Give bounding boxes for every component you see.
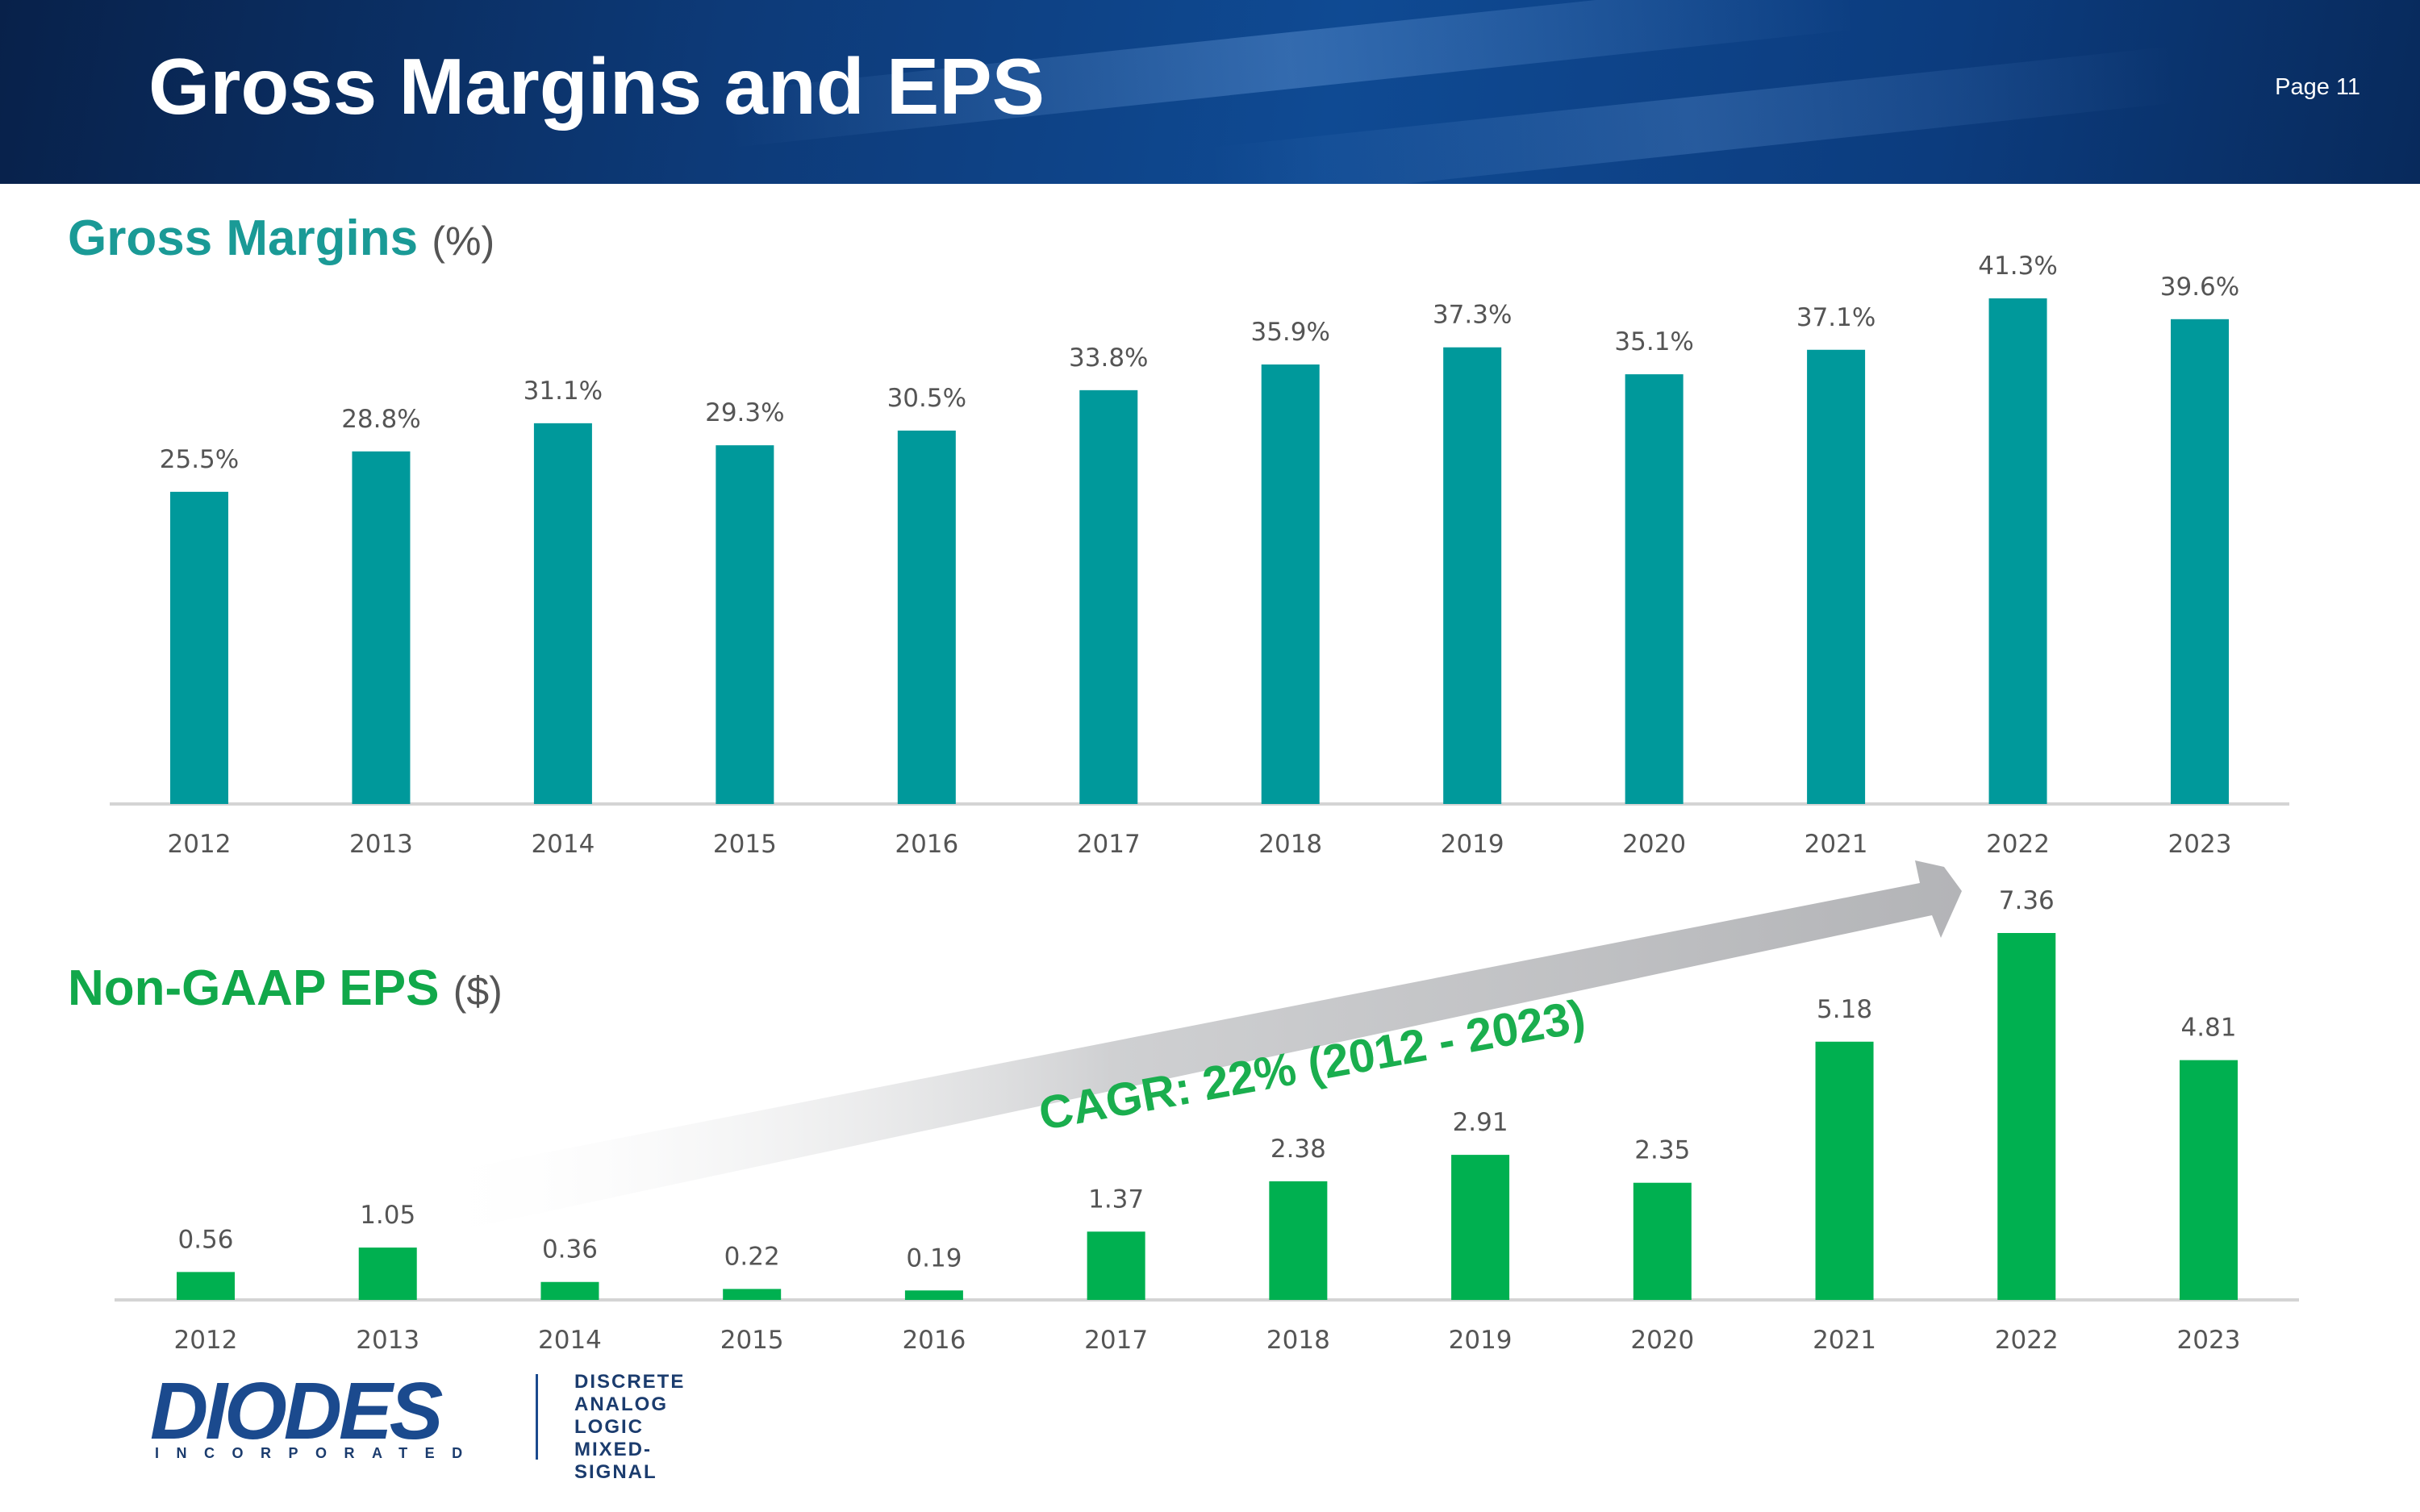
eps-bar-2013 xyxy=(358,1248,417,1300)
eps-bar-2021 xyxy=(1815,1041,1874,1300)
page-number: Page 11 xyxy=(2275,74,2360,100)
gross-margins-unit: (%) xyxy=(432,219,495,264)
gross-margins-bar-2019 xyxy=(1443,347,1502,804)
gross-margins-value-label-2018: 35.9% xyxy=(1250,318,1329,347)
logo-subtitle: INCORPORATED xyxy=(155,1445,480,1461)
eps-value-label-2013: 1.05 xyxy=(360,1201,415,1230)
eps-value-label-2020: 2.35 xyxy=(1634,1136,1690,1165)
gross-margins-value-label-2013: 28.8% xyxy=(341,405,420,434)
gross-margins-value-label-2014: 31.1% xyxy=(524,377,603,406)
page-title: Gross Margins and EPS xyxy=(148,42,1045,131)
eps-value-label-2021: 5.18 xyxy=(1817,995,1872,1024)
gross-margins-bar-2023 xyxy=(2171,319,2229,804)
gross-margins-value-label-2021: 37.1% xyxy=(1796,303,1876,332)
logo-line-mixed-signal: MIXED-SIGNAL xyxy=(574,1439,657,1483)
logo-wordmark: DIODES xyxy=(150,1366,443,1456)
eps-tick-label-2022: 2022 xyxy=(1995,1326,2059,1355)
gross-margins-value-label-2015: 29.3% xyxy=(705,398,784,427)
eps-value-label-2017: 1.37 xyxy=(1088,1185,1144,1214)
gross-margins-tick-label-2020: 2020 xyxy=(1622,830,1686,859)
gross-margins-bar-2012 xyxy=(170,491,228,804)
eps-tick-label-2013: 2013 xyxy=(356,1326,419,1355)
gross-margins-bar-2014 xyxy=(533,423,592,804)
eps-bar-2018 xyxy=(1269,1181,1328,1300)
gross-margins-tick-label-2023: 2023 xyxy=(2168,830,2232,859)
eps-value-label-2022: 7.36 xyxy=(1999,886,2055,915)
gross-margins-tick-label-2019: 2019 xyxy=(1441,830,1504,859)
gross-margins-bar-2017 xyxy=(1079,389,1138,804)
gross-margins-tick-label-2018: 2018 xyxy=(1258,830,1322,859)
eps-value-label-2019: 2.91 xyxy=(1453,1108,1508,1137)
gross-margins-value-label-2023: 39.6% xyxy=(2160,273,2239,302)
gross-margins-value-label-2019: 37.3% xyxy=(1433,301,1512,330)
eps-title: Non-GAAP EPS ($) xyxy=(68,964,503,1014)
logo-line-discrete: DISCRETE xyxy=(574,1371,686,1393)
eps-unit: ($) xyxy=(453,968,503,1014)
gross-margins-bar-2020 xyxy=(1625,374,1684,804)
eps-bar-2014 xyxy=(540,1281,599,1300)
gross-margins-bar-2021 xyxy=(1807,349,1866,805)
gross-margins-tick-label-2016: 2016 xyxy=(895,830,958,859)
gross-margins-value-label-2017: 33.8% xyxy=(1069,344,1148,373)
gross-margins-tick-label-2022: 2022 xyxy=(1986,830,2050,859)
gross-margins-bar-2015 xyxy=(716,445,774,804)
eps-value-label-2014: 0.36 xyxy=(542,1235,598,1264)
eps-tick-label-2012: 2012 xyxy=(174,1326,238,1355)
eps-bar-2012 xyxy=(177,1272,235,1300)
gross-margins-tick-label-2021: 2021 xyxy=(1805,830,1868,859)
eps-title-text: Non-GAAP EPS xyxy=(68,960,440,1016)
eps-tick-label-2016: 2016 xyxy=(902,1326,966,1355)
eps-tick-label-2017: 2017 xyxy=(1084,1326,1148,1355)
eps-tick-label-2019: 2019 xyxy=(1449,1326,1512,1355)
eps-value-label-2023: 4.81 xyxy=(2180,1014,2236,1043)
eps-tick-label-2023: 2023 xyxy=(2177,1326,2241,1355)
gross-margins-tick-label-2015: 2015 xyxy=(713,830,777,859)
gross-margins-value-label-2022: 41.3% xyxy=(1978,252,2057,281)
gross-margins-bar-2016 xyxy=(897,430,956,804)
eps-tick-label-2018: 2018 xyxy=(1266,1326,1330,1355)
eps-value-label-2016: 0.19 xyxy=(906,1243,962,1272)
cagr-arrow: CAGR: 22% (2012 - 2023) xyxy=(419,860,1962,1236)
gross-margins-tick-label-2017: 2017 xyxy=(1077,830,1141,859)
eps-tick-label-2015: 2015 xyxy=(720,1326,784,1355)
eps-value-label-2015: 0.22 xyxy=(724,1242,780,1271)
eps-bar-2020 xyxy=(1633,1182,1692,1300)
logo-tagline: DISCRETE ANALOG LOGIC MIXED-SIGNAL xyxy=(574,1371,731,1484)
gross-margins-title-text: Gross Margins xyxy=(68,210,419,266)
logo-line-analog: ANALOG xyxy=(574,1393,668,1415)
gross-margins-value-label-2020: 35.1% xyxy=(1614,327,1693,356)
eps-bar-2017 xyxy=(1087,1231,1145,1300)
header-banner: Gross Margins and EPS Page 11 xyxy=(0,0,2420,184)
diodes-logo: DIODES INCORPORATED DISCRETE ANALOG LOGI… xyxy=(150,1366,731,1483)
eps-tick-label-2014: 2014 xyxy=(538,1326,602,1355)
gross-margins-value-label-2012: 25.5% xyxy=(160,445,239,474)
eps-bar-2019 xyxy=(1451,1155,1510,1300)
gross-margins-tick-label-2014: 2014 xyxy=(531,830,595,859)
eps-value-label-2012: 0.56 xyxy=(177,1225,233,1254)
logo-divider xyxy=(536,1374,538,1460)
gross-margins-tick-label-2013: 2013 xyxy=(349,830,413,859)
gross-margins-bar-2022 xyxy=(1988,298,2047,804)
logo-line-logic: LOGIC xyxy=(574,1416,644,1438)
eps-tick-label-2020: 2020 xyxy=(1630,1326,1694,1355)
eps-bar-2015 xyxy=(723,1289,782,1300)
gross-margins-chart: 25.5% 2012 28.8% 2013 31.1% 2014 29.3% 2015 30.5… xyxy=(110,252,2289,859)
eps-value-label-2018: 2.38 xyxy=(1270,1135,1326,1164)
eps-tick-label-2021: 2021 xyxy=(1813,1326,1876,1355)
gross-margins-tick-label-2012: 2012 xyxy=(168,830,232,859)
eps-bar-2023 xyxy=(2180,1060,2238,1300)
gross-margins-title: Gross Margins (%) xyxy=(68,214,494,264)
eps-bar-2016 xyxy=(904,1290,963,1300)
gross-margins-bar-2018 xyxy=(1261,364,1320,805)
cagr-arrow-shape xyxy=(419,860,1962,1236)
gross-margins-value-label-2016: 30.5% xyxy=(887,384,966,413)
eps-bar-2022 xyxy=(1997,933,2056,1300)
eps-chart: 0.56 2012 1.05 2013 0.36 2014 0.22 2015 0.19 2016… xyxy=(115,886,2299,1355)
gross-margins-bar-2013 xyxy=(352,451,411,804)
